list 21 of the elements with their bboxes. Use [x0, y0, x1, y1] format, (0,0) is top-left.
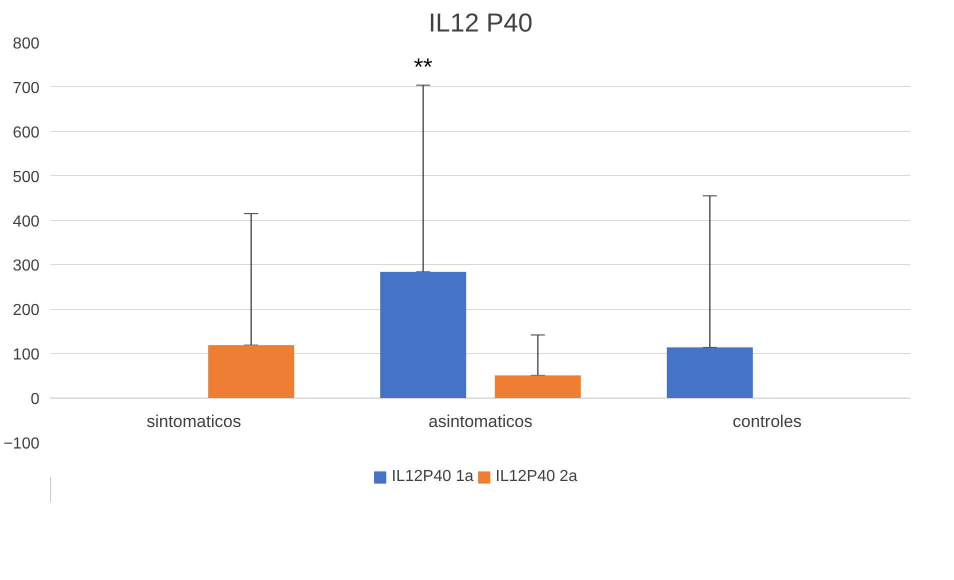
- y-tick-label: 0: [30, 391, 40, 408]
- chart-title: IL12 P40: [428, 8, 533, 38]
- bar: [208, 345, 294, 398]
- y-tick-label: 400: [12, 213, 40, 230]
- y-tick-label: −100: [3, 436, 40, 452]
- y-tick-label: 600: [12, 124, 40, 142]
- y-tick-label: 700: [12, 80, 40, 97]
- y-tick-label: 300: [12, 258, 40, 275]
- legend-label: IL12P40 1a: [392, 468, 474, 486]
- annotation: **: [414, 54, 433, 82]
- y-tick-label: 100: [12, 346, 40, 364]
- bar: [666, 347, 753, 398]
- bar: [494, 375, 581, 398]
- y-tick-label: 200: [12, 302, 40, 320]
- y-tick-label: 500: [12, 168, 40, 186]
- y-tick-label: 800: [12, 36, 40, 52]
- legend-label: IL12P40 2a: [496, 468, 578, 486]
- bar: [380, 272, 466, 398]
- x-tick-label: asintomaticos: [428, 412, 532, 432]
- x-tick-label: controles: [732, 412, 802, 432]
- x-tick-label: sintomaticos: [146, 412, 242, 432]
